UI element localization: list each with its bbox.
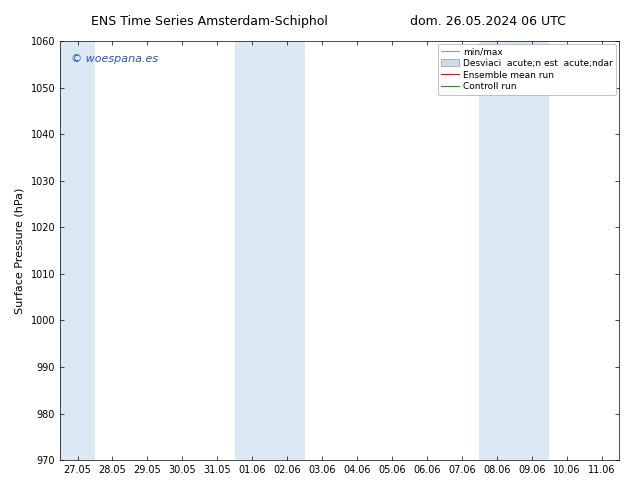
Bar	[479, 41, 549, 460]
Bar	[60, 41, 95, 460]
Legend: min/max, Desviaci  acute;n est  acute;ndar, Ensemble mean run, Controll run: min/max, Desviaci acute;n est acute;ndar…	[437, 44, 616, 95]
Bar	[235, 41, 304, 460]
Text: dom. 26.05.2024 06 UTC: dom. 26.05.2024 06 UTC	[410, 15, 566, 28]
Y-axis label: Surface Pressure (hPa): Surface Pressure (hPa)	[15, 187, 25, 314]
Text: ENS Time Series Amsterdam-Schiphol: ENS Time Series Amsterdam-Schiphol	[91, 15, 328, 28]
Text: © woespana.es: © woespana.es	[71, 53, 158, 64]
